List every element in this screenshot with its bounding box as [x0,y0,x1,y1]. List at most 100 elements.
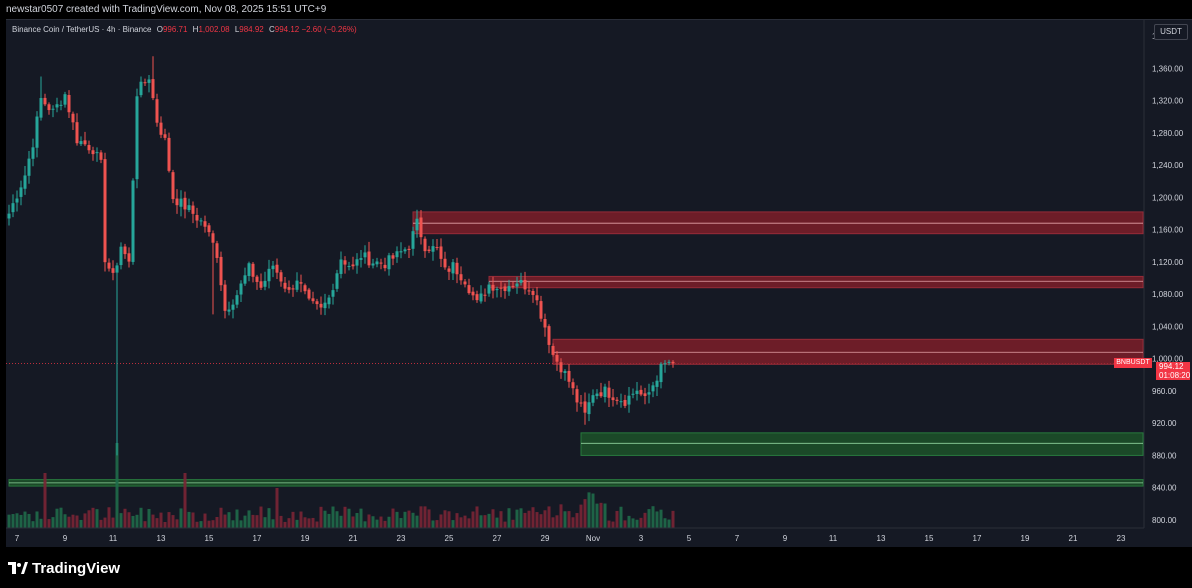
candle-body [299,282,303,284]
candle-body [507,286,511,292]
volume-bar [343,506,347,528]
volume-bar [411,512,415,528]
x-tick-label: 9 [63,534,68,543]
candle-body [27,158,31,176]
x-tick-label: 3 [639,534,644,543]
volume-bar [135,514,139,528]
candle-body [247,263,251,276]
volume-bar [223,514,227,528]
candle-body [23,175,27,189]
candle-body [291,288,295,290]
candle-body [659,363,663,383]
volume-bar [87,510,91,528]
candle-body [571,382,575,389]
last-price-badge: 994.12 01:08:20 [1156,362,1190,381]
x-tick-label: 13 [877,534,886,543]
volume-bar [559,504,563,528]
volume-bar [335,511,339,528]
candle-body [379,262,383,264]
symbol-title: Binance Coin / TetherUS · 4h · Binance [12,25,152,34]
currency-selector[interactable]: USDT [1154,24,1188,40]
volume-bar [563,511,567,528]
candle-body [351,264,355,267]
x-tick-label: 13 [157,534,166,543]
volume-bar [363,521,367,528]
volume-bar [475,506,479,528]
volume-bar [463,515,467,528]
candle-body [103,159,107,263]
candle-body [99,152,103,160]
volume-bar [123,508,127,528]
candle-body [215,243,219,258]
volume-bar [43,473,47,528]
volume-bar [63,514,67,528]
volume-bar [295,519,299,528]
volume-bar [607,520,611,528]
volume-bar [155,518,159,528]
volume-bar [611,521,615,528]
volume-bar [267,508,271,528]
volume-bar [415,515,419,528]
volume-bar [571,517,575,528]
candle-body [203,221,207,227]
x-tick-label: 27 [493,534,502,543]
volume-layer [7,443,675,528]
candle-body [623,399,627,406]
volume-bar [555,515,559,528]
volume-bar [639,517,643,528]
price-chart[interactable]: 800.00 840.00 880.00 920.00 960.00 1,000.00 1,… [6,20,1192,548]
volume-bar [163,521,167,528]
volume-bar [519,508,523,528]
high-value: 1,002.08 [198,25,230,34]
candle-body [583,401,587,413]
candle-body [59,104,63,106]
volume-bar [315,521,319,528]
volume-bar [271,519,275,528]
candle-body [415,218,419,231]
y-tick-label: 880.00 [1152,451,1177,460]
volume-bar [575,513,579,528]
candle-body [295,280,299,290]
y-tick-label: 1,080.00 [1152,290,1184,299]
candle-body [579,402,583,404]
candle-body [531,290,535,295]
volume-bar [243,515,247,528]
volume-bar [67,516,71,528]
candle-body [511,285,515,287]
candle-body [275,264,279,273]
candle-body [171,172,175,200]
candle-body [483,294,487,296]
candle-body [211,233,215,243]
candle-body [635,390,639,394]
volume-bar [287,518,291,528]
volume-bar [339,515,343,528]
volume-bar [203,513,207,528]
volume-bar [307,518,311,528]
candle-body [131,180,135,262]
volume-bar [331,506,335,528]
candle-body [403,249,407,252]
candle-body [555,354,559,362]
volume-bar [351,516,355,528]
volume-bar [183,473,187,528]
volume-bar [303,517,307,528]
volume-bar [631,518,635,528]
zone-layer [8,211,1144,487]
volume-bar [491,509,495,528]
x-tick-label: 25 [445,534,454,543]
candle-body [259,281,263,288]
candle-body [639,389,643,395]
volume-bar [159,512,163,528]
volume-bar [103,517,107,528]
volume-bar [387,516,391,528]
volume-bar [371,516,375,528]
volume-bar [147,508,151,528]
tradingview-brand[interactable]: TradingView [8,560,120,578]
candle-body [671,361,675,364]
volume-bar [623,520,627,528]
x-tick-label: 19 [301,534,310,543]
x-axis: 7 9 11 13 15 17 19 21 23 25 27 29 Nov 3 5 7 9 11 13 15 17 19 2… [6,527,1144,543]
volume-bar [431,520,435,528]
volume-bar [23,511,27,528]
chart-panel[interactable]: 800.00 840.00 880.00 920.00 960.00 1,000.00 1,… [6,19,1192,548]
